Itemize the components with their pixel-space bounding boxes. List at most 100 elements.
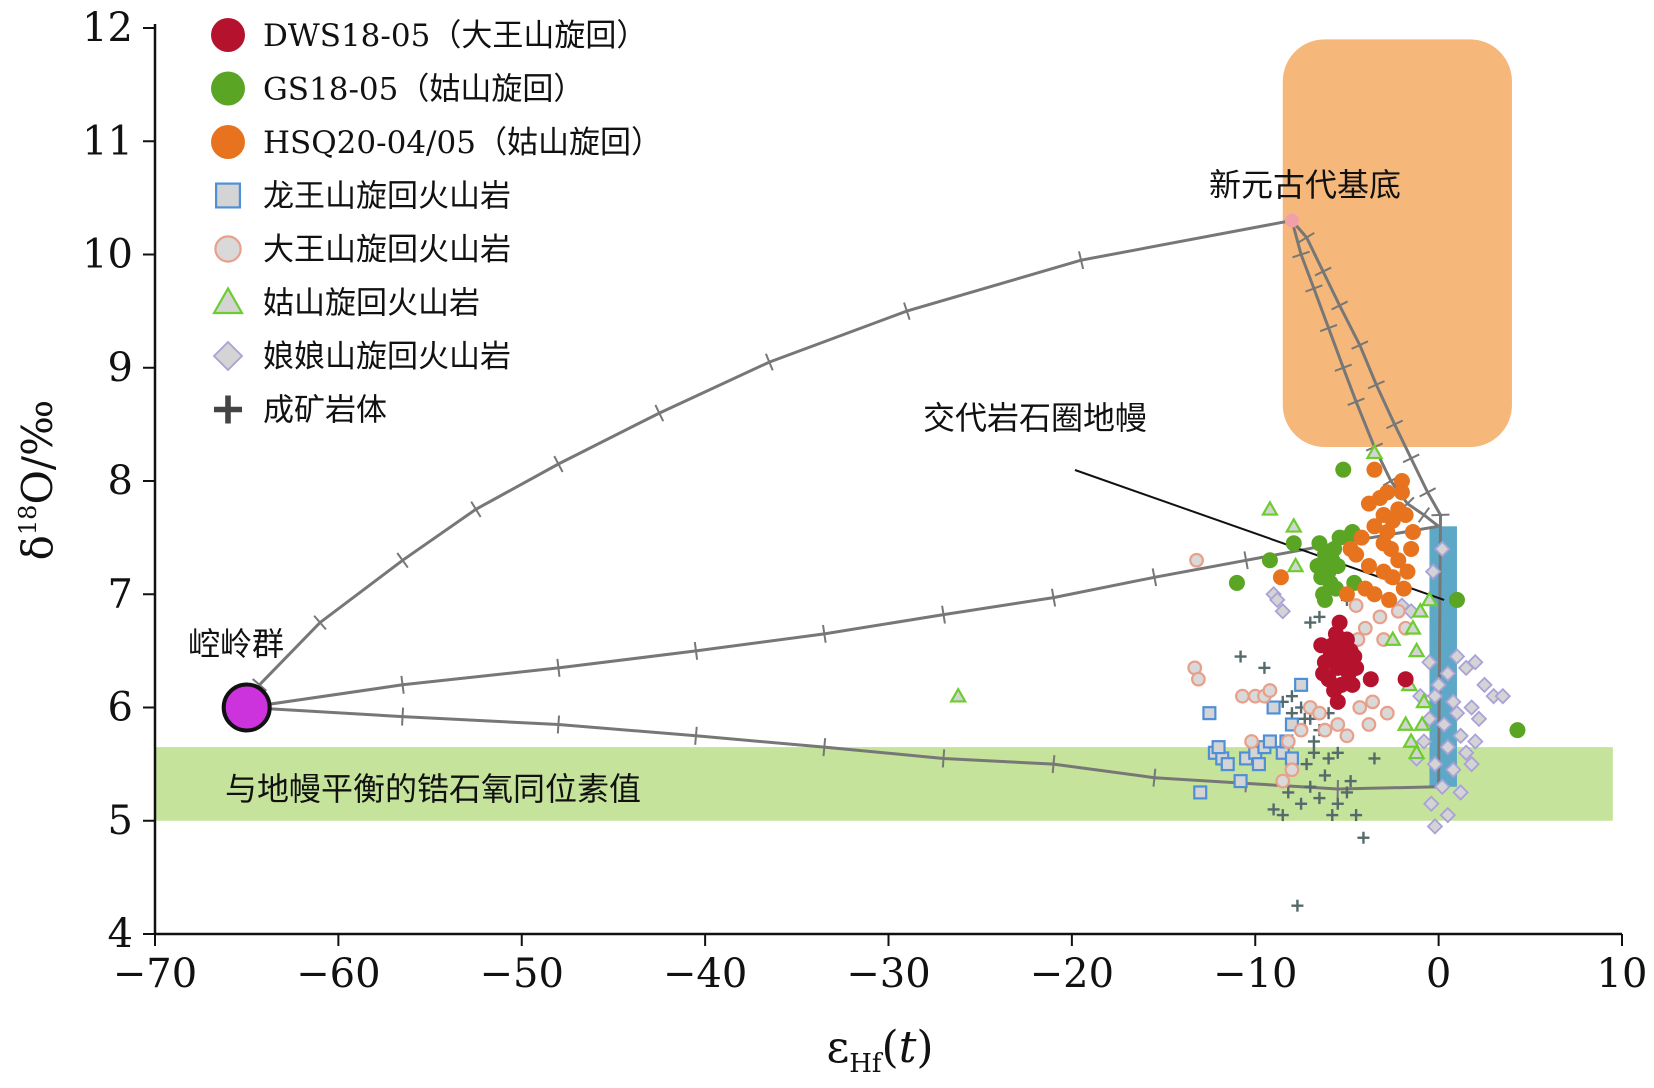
data-point-orebody bbox=[1357, 831, 1370, 844]
data-point-dws bbox=[1329, 693, 1346, 710]
mixing-curve-tick bbox=[1305, 284, 1323, 293]
data-point-orebody bbox=[1298, 712, 1311, 725]
data-point-hsq bbox=[1375, 535, 1392, 552]
axes: −70 −60 −50 −40 −30 −20 −10 0 10 4 5 6 7 8 9 10 11 12 εHf(… bbox=[13, 5, 1647, 1079]
mixing-curve-tick bbox=[553, 455, 564, 473]
x-tick-label: 10 bbox=[1597, 951, 1648, 997]
data-point-dws_volc bbox=[1189, 552, 1204, 568]
mixing-curve-tick bbox=[1419, 487, 1437, 498]
mixing-curve-tick bbox=[941, 605, 946, 624]
data-point-hsq bbox=[1403, 540, 1420, 557]
data-point-dws_volc bbox=[1330, 717, 1346, 732]
data-point-gs_volc bbox=[1413, 715, 1432, 731]
data-point-hsq bbox=[1272, 569, 1289, 586]
legend-marker-orebody bbox=[214, 395, 242, 424]
data-point-gs_volc bbox=[949, 686, 968, 703]
mixing-curve-tick bbox=[1334, 363, 1353, 372]
y-axis-title: δ18O/‰ bbox=[13, 400, 62, 561]
data-point-lws bbox=[1220, 757, 1235, 772]
data-point-orebody bbox=[1285, 690, 1298, 703]
data-point-hsq bbox=[1357, 580, 1374, 597]
data-point-orebody bbox=[1318, 769, 1331, 782]
data-point-dws_volc bbox=[1284, 762, 1300, 778]
data-point-hsq bbox=[1390, 552, 1407, 569]
mixing-curve-tick bbox=[1319, 324, 1338, 333]
data-point-nns_volc bbox=[1430, 676, 1447, 694]
data-point-nns_volc bbox=[1445, 761, 1462, 779]
data-point-orebody bbox=[1344, 775, 1357, 788]
data-point-gs_volc bbox=[1407, 743, 1426, 760]
mixing-curve-tick bbox=[941, 749, 946, 768]
legend-item-orebody: 成矿岩体 bbox=[214, 393, 387, 429]
mixing-curve-tick bbox=[1152, 768, 1157, 787]
mixing-curve-tick bbox=[694, 726, 698, 745]
legend-item-gs: GS18-05（姑山旋回） bbox=[211, 71, 584, 108]
mixing-curve-tick bbox=[313, 615, 327, 631]
data-point-hsq bbox=[1381, 591, 1398, 608]
mixing-curve-tick bbox=[400, 675, 405, 694]
data-point-hsq bbox=[1342, 540, 1359, 557]
data-point-dws_volc bbox=[1317, 722, 1333, 738]
mixing-curve-tick bbox=[1298, 231, 1315, 244]
data-point-dws bbox=[1397, 671, 1414, 688]
legend-label-gs: GS18-05（姑山旋回） bbox=[263, 72, 584, 108]
y-tick-label: 6 bbox=[108, 685, 133, 731]
data-point-orebody bbox=[1285, 707, 1298, 720]
legend-label-dws: DWS18-05（大王山旋回） bbox=[263, 18, 647, 54]
mixing-curve-tick bbox=[654, 404, 665, 422]
data-point-orebody bbox=[1313, 792, 1326, 805]
data-point-nns_volc bbox=[1423, 795, 1440, 813]
data-point-lws bbox=[1266, 700, 1281, 715]
data-point-nns_volc bbox=[1467, 733, 1484, 750]
data-point-hsq bbox=[1395, 580, 1412, 597]
x-tick-label: −30 bbox=[846, 951, 930, 997]
data-point-orebody bbox=[1307, 746, 1320, 759]
mixing-curve-tick bbox=[693, 641, 699, 660]
data-point-orebody bbox=[1234, 650, 1247, 663]
data-point-nns_volc bbox=[1448, 704, 1466, 722]
data-point-orebody bbox=[1291, 899, 1304, 912]
data-point-gs_volc bbox=[1407, 641, 1426, 658]
legend-label-dws_volc: 大王山旋回火山岩 bbox=[263, 232, 511, 268]
data-point-nns_volc bbox=[1494, 687, 1512, 705]
mixing-curve-tick bbox=[1292, 250, 1310, 259]
data-point-hsq bbox=[1366, 518, 1383, 535]
data-point-orebody bbox=[1304, 780, 1317, 793]
mixing-curve-tick bbox=[1151, 568, 1158, 587]
data-point-dws bbox=[1315, 665, 1332, 682]
data-point-hsq bbox=[1393, 484, 1410, 501]
mixing-curve-tick bbox=[822, 738, 827, 757]
data-point-nns_volc bbox=[1463, 699, 1480, 716]
legend-marker-dws_volc bbox=[214, 235, 242, 263]
data-point-nns_volc bbox=[1452, 727, 1469, 745]
mixing-curve-tick bbox=[401, 707, 405, 726]
legend: DWS18-05（大王山旋回） GS18-05（姑山旋回） HSQ20-04/05（… bbox=[211, 18, 662, 429]
data-point-lws bbox=[1294, 677, 1309, 692]
mixing-curve-tick bbox=[1431, 513, 1450, 517]
data-point-orebody bbox=[1300, 758, 1313, 771]
mixing-curve-kongling-mantle_top bbox=[246, 524, 1439, 709]
data-point-dws bbox=[1313, 637, 1330, 654]
x-axis-title-t: t bbox=[899, 1022, 917, 1073]
data-point-orebody bbox=[1267, 803, 1280, 816]
data-point-nns_volc bbox=[1274, 602, 1292, 620]
data-point-dws_volc bbox=[1262, 683, 1278, 698]
data-point-gs_volc bbox=[1415, 692, 1433, 709]
y-tick-label: 8 bbox=[108, 458, 133, 504]
data-point-gs_volc bbox=[1420, 590, 1439, 607]
mixing-curve-tick bbox=[556, 658, 561, 677]
mixing-curve-tick bbox=[1314, 266, 1332, 277]
kongling-endmember-marker bbox=[221, 682, 272, 733]
mixing-curve-tick bbox=[1386, 419, 1404, 430]
neoproterozoic-basement-region bbox=[1282, 39, 1512, 448]
legend-label-gs_volc: 姑山旋回火山岩 bbox=[263, 286, 480, 322]
data-point-nns_volc bbox=[1434, 540, 1451, 558]
data-point-dws bbox=[1329, 642, 1346, 659]
data-point-dws_volc bbox=[1390, 603, 1406, 619]
legend-label-hsq: HSQ20-04/05（姑山旋回） bbox=[263, 125, 662, 161]
mixing-curve-tick bbox=[822, 624, 827, 643]
y-axis-title-sup: 18 bbox=[14, 505, 42, 536]
data-point-hsq bbox=[1399, 563, 1416, 580]
basement-endmember-marker bbox=[1284, 213, 1299, 228]
data-point-dws_volc bbox=[1280, 734, 1296, 749]
